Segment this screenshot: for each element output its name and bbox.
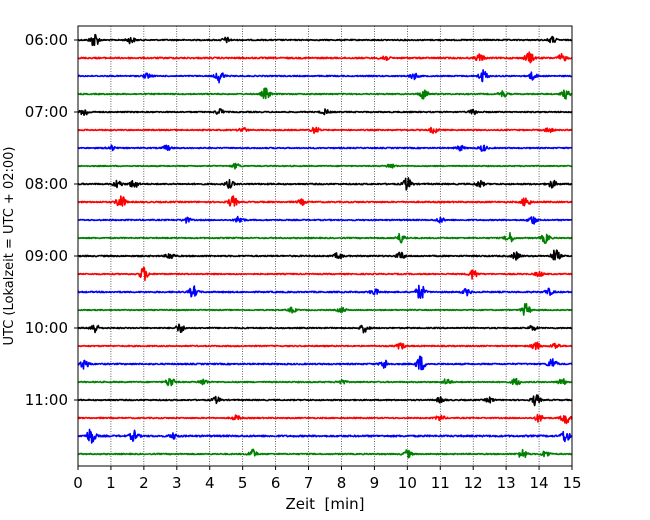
x-tick-label: 0 (73, 474, 83, 492)
trace-0845 (77, 231, 573, 244)
grid-lines (110, 26, 540, 466)
x-tick-label: 13 (497, 474, 516, 492)
x-tick-label: 3 (172, 474, 182, 492)
x-tick-label: 15 (562, 474, 581, 492)
trace-0700 (77, 108, 573, 116)
x-tick-label: 8 (337, 474, 347, 492)
trace-0630 (77, 69, 573, 84)
trace-1030 (77, 355, 573, 371)
trace-1045 (77, 377, 573, 387)
x-tick-label: 12 (464, 474, 483, 492)
trace-0615 (77, 51, 573, 64)
x-axis-label: Zeit [min] (285, 495, 364, 513)
plot-frame (77, 25, 573, 467)
y-tick-label: 08:00 (25, 175, 68, 193)
trace-0900 (77, 249, 573, 261)
trace-0930 (77, 284, 573, 299)
trace-1015 (77, 341, 573, 351)
y-tick-label: 11:00 (25, 391, 68, 409)
x-tick-label: 1 (106, 474, 116, 492)
trace-0645 (77, 87, 573, 100)
y-axis-ticks: 06:00 07:00 08:00 09:00 10:00 11:00 (25, 31, 78, 409)
x-tick-label: 9 (370, 474, 380, 492)
x-tick-label: 7 (304, 474, 314, 492)
x-tick-label: 6 (271, 474, 281, 492)
trace-0830 (77, 215, 573, 225)
x-tick-label: 2 (139, 474, 149, 492)
x-tick-label: 10 (398, 474, 417, 492)
y-axis-label: UTC (Lokalzeit = UTC + 02:00) (2, 147, 17, 346)
trace-1115 (77, 413, 573, 425)
trace-1130 (77, 428, 573, 444)
trace-1145 (77, 448, 573, 459)
trace-0915 (77, 266, 573, 282)
trace-0815 (77, 195, 573, 207)
trace-0745 (77, 162, 573, 170)
trace-1100 (77, 394, 573, 407)
x-tick-label: 14 (530, 474, 549, 492)
trace-0730 (77, 144, 573, 152)
y-tick-label: 09:00 (25, 247, 68, 265)
x-tick-label: 5 (238, 474, 248, 492)
trace-0600 (77, 33, 573, 47)
trace-0945 (77, 302, 573, 316)
trace-1000 (77, 323, 573, 334)
y-tick-label: 06:00 (25, 31, 68, 49)
y-tick-label: 10:00 (25, 319, 68, 337)
trace-0800 (77, 177, 573, 191)
x-axis-ticks: 0 1 2 3 4 5 6 7 8 9 10 11 12 13 14 15 (73, 466, 582, 492)
x-tick-label: 11 (431, 474, 450, 492)
x-tick-label: 4 (205, 474, 215, 492)
seismic-traces (77, 33, 573, 459)
y-tick-label: 07:00 (25, 103, 68, 121)
trace-0715 (77, 126, 573, 134)
